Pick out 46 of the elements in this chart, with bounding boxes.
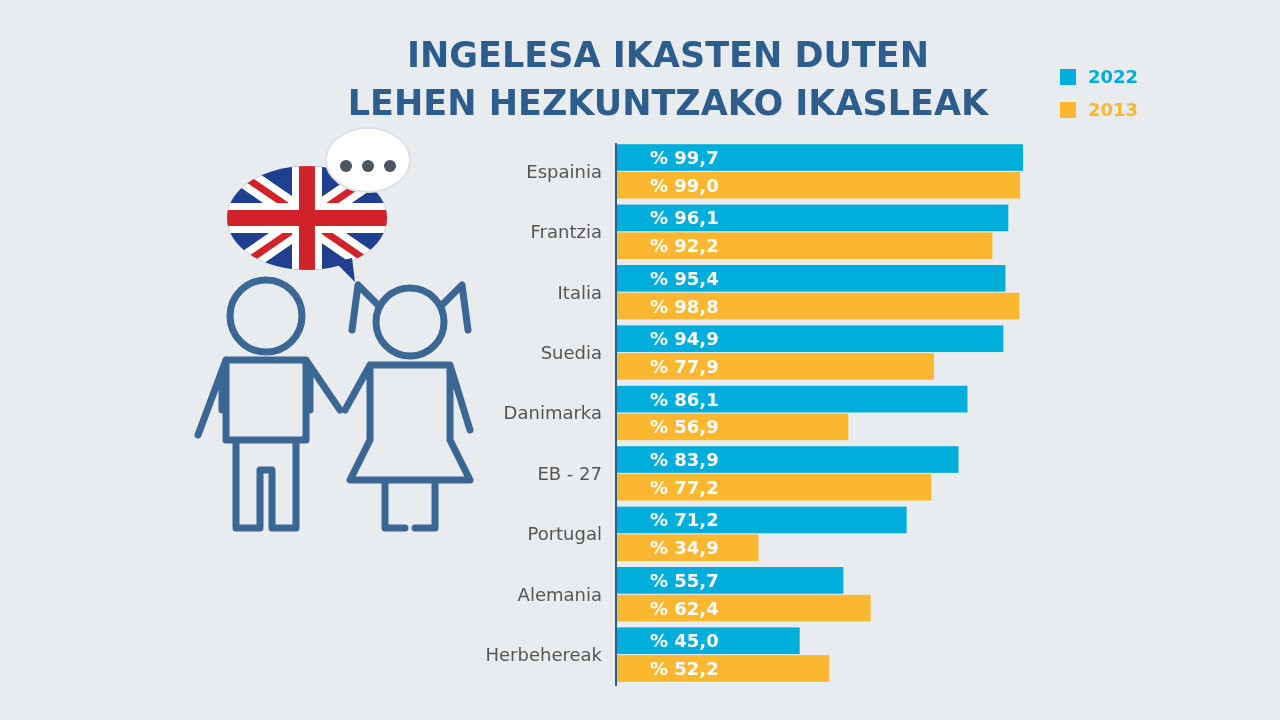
data-label: % 95,4: [650, 267, 719, 289]
data-label: % 83,9: [650, 449, 719, 471]
bar: [616, 325, 1004, 353]
bar: [616, 232, 993, 259]
data-label: % 92,2: [650, 235, 719, 257]
data-label: % 99,0: [650, 174, 719, 196]
data-label: % 62,4: [650, 597, 719, 619]
data-label: % 99,7: [650, 147, 719, 168]
data-label: % 77,9: [650, 355, 719, 377]
data-label: % 56,9: [650, 416, 719, 438]
y-tick-label: Herbehereak: [485, 644, 603, 666]
data-label: % 52,2: [650, 657, 719, 679]
bar: [616, 171, 1021, 199]
bar: [616, 627, 800, 655]
legend-label: 2022: [1088, 66, 1139, 88]
data-label: % 86,1: [650, 388, 719, 410]
bar: [616, 385, 968, 413]
bar: [616, 473, 932, 501]
legend-label: 2013: [1088, 99, 1139, 121]
bar: [616, 655, 830, 682]
y-tick-label: Portugal: [527, 523, 602, 545]
bar: [616, 594, 871, 622]
y-tick-label: Danimarka: [503, 402, 602, 424]
data-label: % 77,2: [650, 476, 719, 498]
bar: [616, 506, 907, 534]
data-label: % 98,8: [650, 295, 719, 317]
data-label: % 55,7: [650, 569, 719, 591]
data-label: % 34,9: [650, 537, 719, 559]
bar: [616, 446, 959, 473]
y-tick-label: Frantzia: [530, 221, 602, 243]
chart-title: INGELESA IKASTEN DUTEN LEHEN HEZKUNTZAKO IKASLEAK: [347, 35, 991, 123]
y-tick-label: EB - 27: [537, 462, 602, 484]
data-label: % 96,1: [650, 207, 719, 229]
bar: [616, 204, 1009, 232]
y-tick-label: Suedia: [540, 342, 602, 364]
bar: [616, 292, 1020, 320]
y-tick-label: Espainia: [526, 160, 602, 182]
y-tick-label: Italia: [557, 281, 602, 303]
data-label: % 45,0: [650, 630, 719, 652]
data-label: % 94,9: [650, 328, 719, 350]
bar: [616, 353, 935, 380]
bar: [616, 265, 1006, 292]
bar: [616, 567, 844, 594]
data-label: % 71,2: [650, 509, 719, 531]
bar: [616, 144, 1023, 171]
y-tick-label: Alemania: [517, 583, 602, 605]
